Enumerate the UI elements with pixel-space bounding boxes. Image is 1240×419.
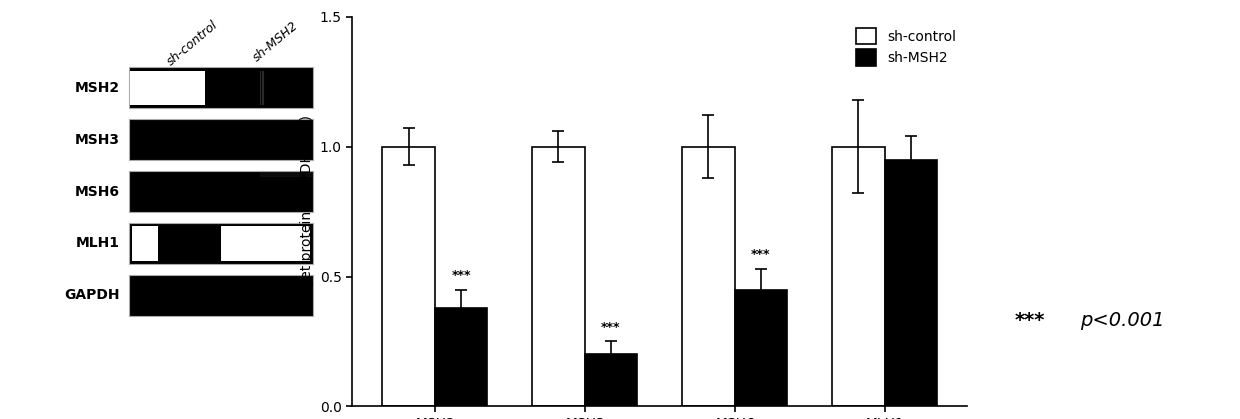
Bar (129, 171, 314, 212)
Bar (734, 290, 787, 406)
Legend: sh-control, sh-MSH2: sh-control, sh-MSH2 (852, 24, 960, 70)
Text: MLH1: MLH1 (76, 236, 120, 251)
Bar (129, 275, 314, 316)
Text: p<0.001: p<0.001 (1080, 311, 1164, 330)
Text: ***: *** (1014, 311, 1045, 330)
Text: MSH6: MSH6 (74, 184, 120, 199)
Bar (129, 67, 314, 109)
Text: ***: *** (751, 248, 770, 261)
Bar (532, 147, 585, 406)
Text: ***: *** (601, 321, 621, 334)
Bar (682, 147, 734, 406)
Text: MSH3: MSH3 (74, 133, 120, 147)
Text: GAPDH: GAPDH (64, 288, 120, 302)
Y-axis label: Target protein /GAPDH(fold): Target protein /GAPDH(fold) (300, 115, 315, 308)
Bar (884, 160, 937, 406)
Bar (832, 147, 884, 406)
Text: sh-MSH2: sh-MSH2 (250, 19, 301, 64)
Bar (129, 223, 314, 264)
Bar (382, 147, 435, 406)
Bar (585, 354, 637, 406)
Bar (129, 119, 314, 160)
Bar (435, 308, 487, 406)
Bar (130, 70, 205, 105)
Bar (131, 226, 157, 261)
Text: sh-control: sh-control (165, 19, 221, 69)
Bar (221, 226, 310, 261)
Text: MSH2: MSH2 (74, 81, 120, 95)
Text: ***: *** (451, 269, 471, 282)
